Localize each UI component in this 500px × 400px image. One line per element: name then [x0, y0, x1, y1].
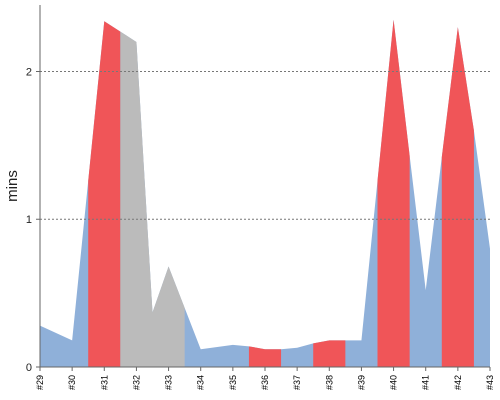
x-tick-label: #31: [99, 375, 109, 390]
x-tick-label: #33: [164, 375, 174, 390]
plot-area: 0 1 2 #29 #30 #31 #32 #33 #34 #35 #36 #37 #38 #39 #40…: [26, 5, 495, 390]
x-tick-label: #29: [35, 375, 45, 390]
x-tick-label: #41: [421, 375, 431, 390]
highlight-band-5: [377, 19, 410, 367]
x-tick-label: #42: [453, 375, 463, 390]
x-tick-label: #36: [260, 375, 270, 390]
x-tick-label: #34: [196, 375, 206, 390]
x-tick-label: #40: [389, 375, 399, 390]
highlight-band-2: [120, 31, 185, 368]
x-tick-label: #37: [292, 375, 302, 390]
highlight-band-1: [88, 21, 121, 368]
highlight-band-4: [313, 340, 346, 367]
x-tick-label: #35: [228, 375, 238, 390]
x-tick-label: #38: [324, 375, 334, 390]
highlight-bands: [40, 19, 490, 368]
y-axis-title: mins: [4, 170, 21, 202]
y-tick-labels: 0 1 2: [26, 66, 40, 374]
y-tick-label: 0: [26, 362, 32, 374]
x-tick-label: #43: [485, 375, 495, 390]
highlight-band-3: [248, 346, 282, 367]
x-tick-labels: #29 #30 #31 #32 #33 #34 #35 #36 #37 #38 #39 #40 #41 #…: [35, 367, 495, 390]
gridlines: [40, 70, 490, 220]
y-tick-label: 1: [26, 214, 32, 226]
x-tick-label: #39: [356, 375, 366, 390]
x-tick-label: #32: [131, 375, 141, 390]
y-tick-label: 2: [26, 66, 32, 78]
highlight-band-6: [441, 27, 474, 367]
x-tick-label: #30: [67, 375, 77, 390]
